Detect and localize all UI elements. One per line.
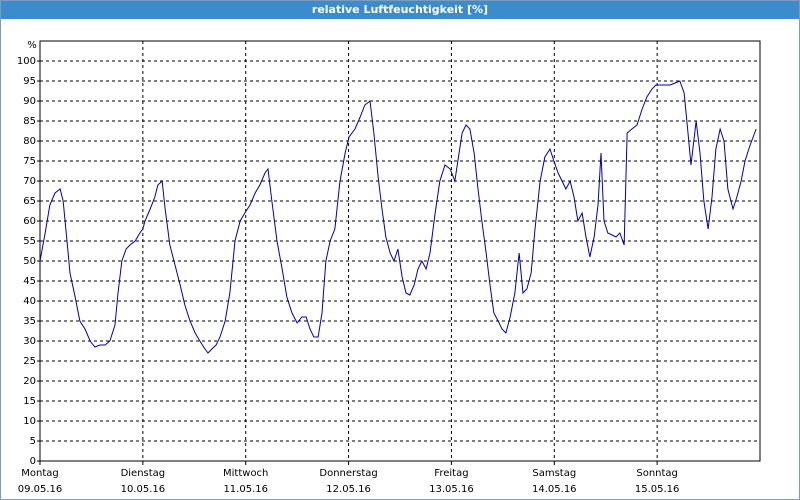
title-bar: relative Luftfeuchtigkeit [%] (1, 1, 799, 19)
x-tick-date: 10.05.16 (121, 484, 166, 495)
y-tick-label: 85 (23, 116, 36, 127)
y-tick-label: 50 (23, 256, 36, 267)
x-tick-date: 11.05.16 (223, 484, 268, 495)
y-tick-label: 95 (23, 76, 36, 87)
y-tick-label: 30 (23, 336, 36, 347)
x-tick-label: Sonntag (636, 468, 678, 479)
y-tick-label: 10 (23, 416, 36, 427)
x-tick-date: 15.05.16 (635, 484, 680, 495)
y-tick-label: 90 (23, 96, 36, 107)
y-tick-label: 5 (30, 436, 36, 447)
y-tick-label: 60 (23, 216, 36, 227)
x-tick-label: Montag (21, 468, 58, 479)
y-tick-label: 25 (23, 356, 36, 367)
x-tick-date: 14.05.16 (532, 484, 577, 495)
y-tick-label: 35 (23, 316, 36, 327)
x-tick-label: Donnerstag (319, 468, 377, 479)
y-tick-label: 70 (23, 176, 36, 187)
y-tick-label: 15 (23, 396, 36, 407)
y-tick-label: 0 (30, 456, 36, 467)
x-tick-date: 09.05.16 (18, 484, 63, 495)
plot-area (39, 40, 761, 462)
y-tick-label: 20 (23, 376, 36, 387)
y-tick-label: 100 (17, 56, 36, 67)
y-tick-label: 45 (23, 276, 36, 287)
y-tick-label: 40 (23, 296, 36, 307)
x-tick-date: 13.05.16 (429, 484, 474, 495)
y-tick-label: 80 (23, 136, 36, 147)
x-tick-label: Freitag (434, 468, 468, 479)
y-tick-label: 65 (23, 196, 36, 207)
y-tick-label: 75 (23, 156, 36, 167)
x-tick-label: Dienstag (121, 468, 166, 479)
x-tick-date: 12.05.16 (326, 484, 371, 495)
y-unit: % (27, 40, 37, 51)
y-tick-label: 55 (23, 236, 36, 247)
x-tick-label: Mittwoch (223, 468, 268, 479)
x-tick-label: Samstag (532, 468, 576, 479)
chart: % 0 5 10 15 20 25 30 35 40 45 50 55 60 65 70 75 80 85 90 95… (17, 40, 761, 495)
series-line (39, 80, 757, 354)
